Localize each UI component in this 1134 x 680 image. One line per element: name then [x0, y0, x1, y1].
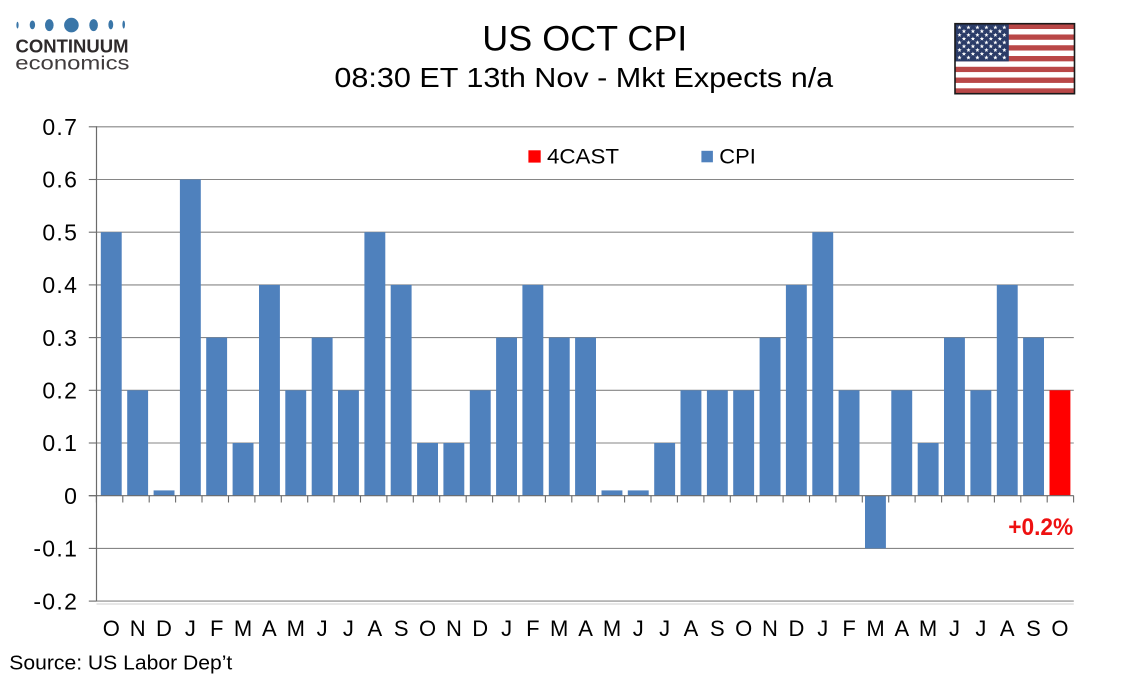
svg-text:O: O [1051, 616, 1068, 641]
svg-text:+0.2%: +0.2% [1008, 514, 1073, 541]
svg-text:0.1: 0.1 [42, 430, 78, 456]
svg-text:M: M [919, 616, 937, 641]
svg-text:08:30 ET 13th Nov - Mkt Expect: 08:30 ET 13th Nov - Mkt Expects n/a [334, 62, 833, 93]
svg-text:N: N [762, 616, 778, 641]
svg-text:A: A [262, 616, 277, 641]
svg-text:A: A [1000, 616, 1015, 641]
svg-text:F: F [526, 616, 539, 641]
svg-text:0.2: 0.2 [42, 378, 78, 404]
svg-text:A: A [578, 616, 593, 641]
svg-text:-0.1: -0.1 [33, 536, 78, 562]
svg-text:F: F [842, 616, 855, 641]
svg-text:0.3: 0.3 [42, 325, 78, 351]
svg-text:A: A [367, 616, 382, 641]
svg-text:0.6: 0.6 [42, 167, 78, 193]
svg-text:M: M [234, 616, 252, 641]
svg-text:M: M [287, 616, 305, 641]
svg-text:O: O [419, 616, 436, 641]
svg-text:N: N [446, 616, 462, 641]
svg-text:M: M [550, 616, 568, 641]
svg-text:US OCT CPI: US OCT CPI [482, 20, 687, 59]
svg-text:CONTINUUM: CONTINUUM [16, 36, 129, 57]
svg-text:J: J [343, 616, 354, 641]
svg-text:J: J [185, 616, 196, 641]
svg-text:S: S [1026, 616, 1041, 641]
svg-text:O: O [103, 616, 120, 641]
svg-text:J: J [817, 616, 828, 641]
svg-text:D: D [788, 616, 804, 641]
svg-text:J: J [975, 616, 986, 641]
svg-text:J: J [659, 616, 670, 641]
svg-text:4CAST: 4CAST [547, 146, 619, 169]
svg-text:O: O [735, 616, 752, 641]
svg-text:J: J [501, 616, 512, 641]
svg-text:D: D [156, 616, 172, 641]
svg-text:Source: US Labor Dep’t: Source: US Labor Dep’t [9, 652, 232, 674]
svg-text:J: J [633, 616, 644, 641]
svg-text:-0.2: -0.2 [33, 588, 78, 614]
svg-text:0.7: 0.7 [42, 114, 78, 140]
svg-text:J: J [317, 616, 328, 641]
svg-text:M: M [603, 616, 621, 641]
svg-text:M: M [866, 616, 884, 641]
svg-text:A: A [684, 616, 699, 641]
svg-text:J: J [949, 616, 960, 641]
svg-text:A: A [894, 616, 909, 641]
svg-text:0.4: 0.4 [42, 272, 78, 298]
svg-text:F: F [210, 616, 223, 641]
svg-text:N: N [130, 616, 146, 641]
svg-text:S: S [710, 616, 725, 641]
svg-text:0: 0 [64, 483, 78, 509]
svg-text:S: S [394, 616, 409, 641]
svg-text:0.5: 0.5 [42, 219, 78, 245]
svg-text:economics: economics [15, 54, 129, 75]
svg-text:CPI: CPI [719, 146, 756, 169]
svg-text:D: D [472, 616, 488, 641]
